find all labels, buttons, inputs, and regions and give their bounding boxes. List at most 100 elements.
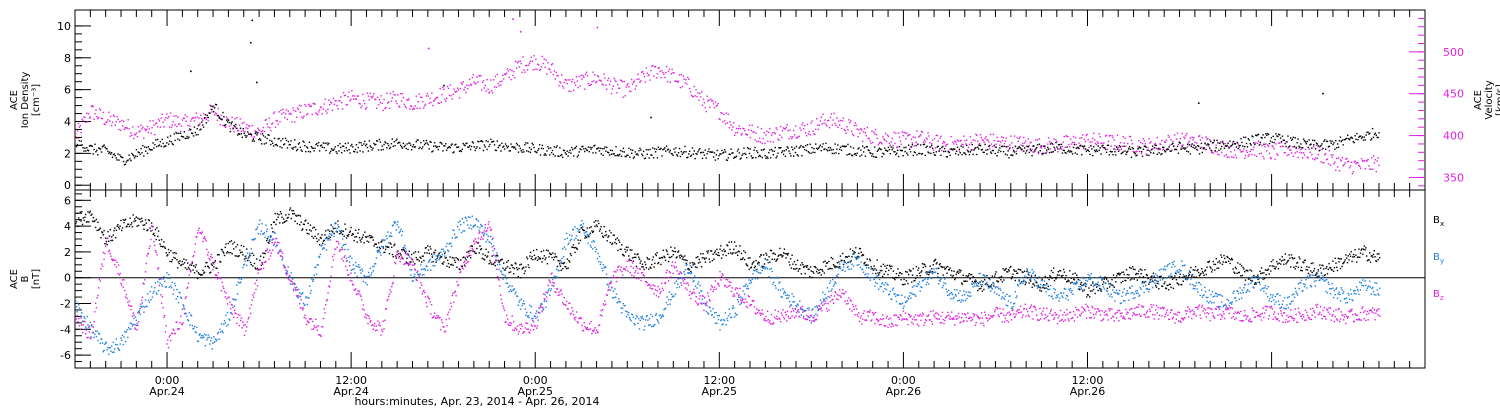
velocity-point [1171, 149, 1173, 151]
density-point [801, 155, 803, 157]
density-point [861, 145, 864, 147]
velocity-point [846, 126, 848, 128]
density-point [273, 137, 276, 140]
density-point [1105, 151, 1108, 153]
velocity-point [826, 125, 828, 127]
bx-point [384, 248, 387, 251]
bx-point [963, 280, 965, 282]
bx-point [282, 218, 285, 220]
density-point [599, 147, 602, 150]
bx-point [1003, 279, 1005, 281]
bx-point [91, 213, 93, 215]
velocity-point [1279, 146, 1282, 148]
velocity-point [447, 87, 450, 90]
bx-point [290, 217, 292, 220]
density-point [203, 117, 206, 119]
density-point [971, 143, 973, 146]
velocity-point [1179, 137, 1181, 140]
velocity-point [1155, 147, 1158, 150]
velocity-point [913, 145, 915, 147]
velocity-point [1050, 141, 1053, 144]
density-point [714, 159, 717, 161]
density-point [758, 154, 761, 157]
velocity-point [933, 137, 936, 140]
density-point [226, 121, 229, 123]
bx-point [163, 241, 165, 243]
bx-point [456, 258, 459, 260]
density-point [513, 147, 515, 149]
velocity-point [793, 134, 796, 136]
velocity-point [689, 91, 692, 93]
density-point [413, 146, 416, 148]
velocity-point [824, 119, 826, 121]
bx-point [140, 221, 142, 223]
velocity-point [1047, 137, 1050, 139]
density-point [728, 153, 730, 155]
bx-point [1216, 267, 1218, 269]
velocity-point [1106, 148, 1109, 151]
velocity-point [813, 133, 815, 135]
density-point [848, 153, 850, 155]
velocity-point [1124, 137, 1126, 139]
bx-point [117, 226, 120, 229]
density-point [1237, 147, 1239, 150]
bx-point [1016, 272, 1018, 275]
density-point [774, 146, 776, 149]
density-point [1120, 152, 1123, 155]
velocity-point [816, 124, 819, 127]
density-point [1270, 137, 1273, 139]
bx-point [1083, 289, 1086, 291]
density-point [493, 144, 496, 146]
density-point [1046, 149, 1048, 151]
density-point [567, 155, 569, 157]
density-point [1025, 150, 1028, 152]
velocity-point [134, 134, 137, 136]
density-point [735, 155, 738, 157]
velocity-point [729, 121, 731, 123]
density-point [179, 132, 182, 135]
bx-point [1013, 270, 1016, 272]
density-point [910, 146, 913, 148]
density-point [1032, 145, 1034, 147]
velocity-point [953, 143, 955, 145]
bx-point [1259, 270, 1261, 273]
bx-point [101, 232, 104, 234]
bx-point [513, 267, 516, 270]
density-point [692, 153, 695, 155]
bx-point [510, 264, 513, 266]
bx-point [1136, 279, 1138, 281]
velocity-point [664, 76, 666, 79]
bx-point [287, 216, 289, 219]
velocity-point [944, 145, 947, 148]
density-point [767, 157, 769, 159]
bx-point [700, 253, 702, 255]
bx-point [400, 248, 403, 251]
bx-point [722, 253, 724, 256]
velocity-point [544, 66, 546, 69]
velocity-point [603, 73, 605, 75]
velocity-point [683, 78, 685, 80]
bx-point [164, 247, 167, 250]
velocity-point [483, 87, 486, 89]
velocity-point [1282, 145, 1285, 148]
density-point [929, 146, 931, 148]
density-point [620, 155, 623, 157]
velocity-point [241, 122, 244, 125]
bx-point [1158, 276, 1161, 278]
bx-point [204, 265, 207, 268]
bx-point [725, 254, 727, 257]
bx-point [537, 256, 539, 258]
density-point [1151, 145, 1154, 147]
velocity-point [1377, 157, 1379, 159]
density-point [1365, 134, 1367, 136]
density-point [306, 146, 308, 148]
bx-point [1079, 283, 1082, 285]
bx-point [1049, 276, 1052, 278]
density-point [1170, 150, 1172, 152]
velocity-point [847, 129, 849, 131]
velocity-point [697, 92, 699, 94]
velocity-point [481, 81, 484, 84]
velocity-point [577, 86, 579, 89]
density-point [319, 145, 322, 147]
velocity-point [685, 78, 687, 81]
